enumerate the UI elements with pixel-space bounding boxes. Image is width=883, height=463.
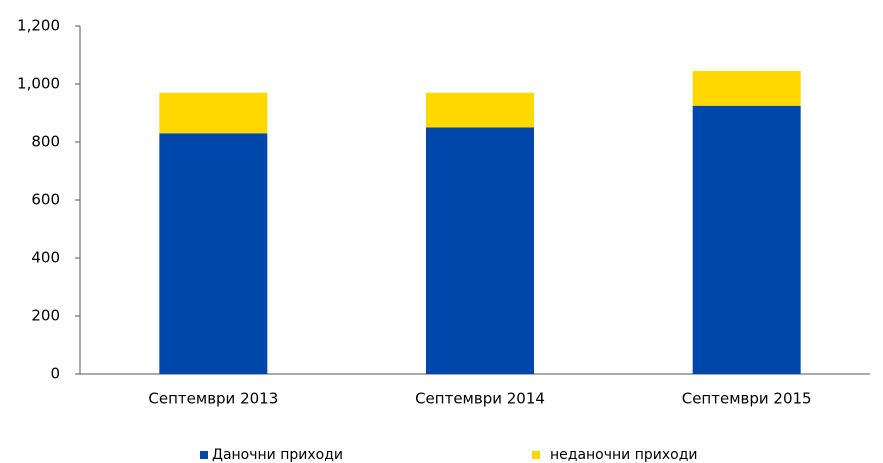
y-tick-label: 800 xyxy=(31,133,60,151)
y-tick-label: 200 xyxy=(31,307,60,325)
x-tick-label: Септември 2013 xyxy=(148,390,278,408)
y-tick-label: 600 xyxy=(31,191,60,209)
y-tick-label: 0 xyxy=(50,365,60,383)
x-tick-label: Септември 2014 xyxy=(415,390,545,408)
bar-segment xyxy=(692,105,801,374)
bar-segment xyxy=(426,92,534,128)
legend-label: Даночни приходи xyxy=(212,447,343,463)
legend-label: неданочни приходи xyxy=(550,447,698,463)
bar-segment xyxy=(159,133,268,374)
x-tick-label: Септември 2015 xyxy=(682,390,812,408)
legend-swatch xyxy=(200,451,208,459)
y-tick-label: 1,000 xyxy=(17,75,60,93)
legend-swatch xyxy=(532,451,540,459)
bar-segment xyxy=(426,127,534,374)
y-tick-label: 400 xyxy=(31,249,60,267)
y-tick-label: 1,200 xyxy=(17,17,60,35)
bar-segment xyxy=(159,92,268,134)
bar-segment xyxy=(692,70,801,106)
